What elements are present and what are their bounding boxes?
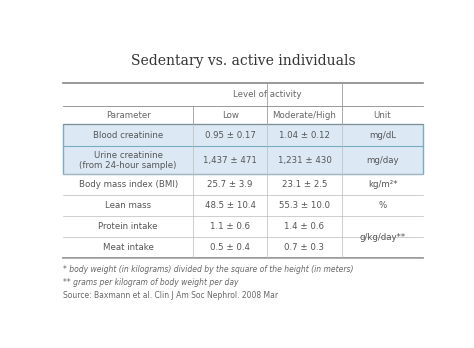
Text: 0.7 ± 0.3: 0.7 ± 0.3: [284, 243, 325, 252]
Text: mg/dL: mg/dL: [369, 131, 396, 140]
FancyBboxPatch shape: [63, 124, 423, 174]
Text: Sedentary vs. active individuals: Sedentary vs. active individuals: [131, 54, 355, 68]
Text: Level of activity: Level of activity: [234, 90, 302, 99]
Text: 1,437 ± 471: 1,437 ± 471: [203, 156, 257, 165]
Text: 1,231 ± 430: 1,231 ± 430: [277, 156, 331, 165]
Text: kg/m²*: kg/m²*: [368, 180, 397, 189]
Text: 1.04 ± 0.12: 1.04 ± 0.12: [279, 131, 330, 140]
Text: 48.5 ± 10.4: 48.5 ± 10.4: [205, 201, 255, 210]
Text: Urine creatinine
(from 24-hour sample): Urine creatinine (from 24-hour sample): [80, 151, 177, 170]
Text: ** grams per kilogram of body weight per day: ** grams per kilogram of body weight per…: [63, 278, 238, 287]
Text: * body weight (in kilograms) divided by the square of the height (in meters): * body weight (in kilograms) divided by …: [63, 265, 354, 274]
Text: 23.1 ± 2.5: 23.1 ± 2.5: [282, 180, 327, 189]
Text: Lean mass: Lean mass: [105, 201, 151, 210]
Text: 0.95 ± 0.17: 0.95 ± 0.17: [205, 131, 255, 140]
Text: mg/day: mg/day: [366, 156, 399, 165]
Text: Unit: Unit: [374, 111, 392, 120]
Text: 0.5 ± 0.4: 0.5 ± 0.4: [210, 243, 250, 252]
Text: Protein intake: Protein intake: [99, 222, 158, 231]
Text: Low: Low: [222, 111, 238, 120]
Text: Parameter: Parameter: [106, 111, 151, 120]
Text: 55.3 ± 10.0: 55.3 ± 10.0: [279, 201, 330, 210]
Text: Moderate/High: Moderate/High: [273, 111, 337, 120]
Text: Body mass index (BMI): Body mass index (BMI): [79, 180, 178, 189]
Text: Blood creatinine: Blood creatinine: [93, 131, 163, 140]
Text: %: %: [378, 201, 387, 210]
Text: 1.4 ± 0.6: 1.4 ± 0.6: [284, 222, 325, 231]
Text: 1.1 ± 0.6: 1.1 ± 0.6: [210, 222, 250, 231]
Text: Source: Baxmann et al. Clin J Am Soc Nephrol. 2008 Mar: Source: Baxmann et al. Clin J Am Soc Nep…: [63, 292, 278, 301]
Text: 25.7 ± 3.9: 25.7 ± 3.9: [208, 180, 253, 189]
Text: g/kg/day**: g/kg/day**: [359, 232, 406, 242]
Text: Meat intake: Meat intake: [103, 243, 154, 252]
